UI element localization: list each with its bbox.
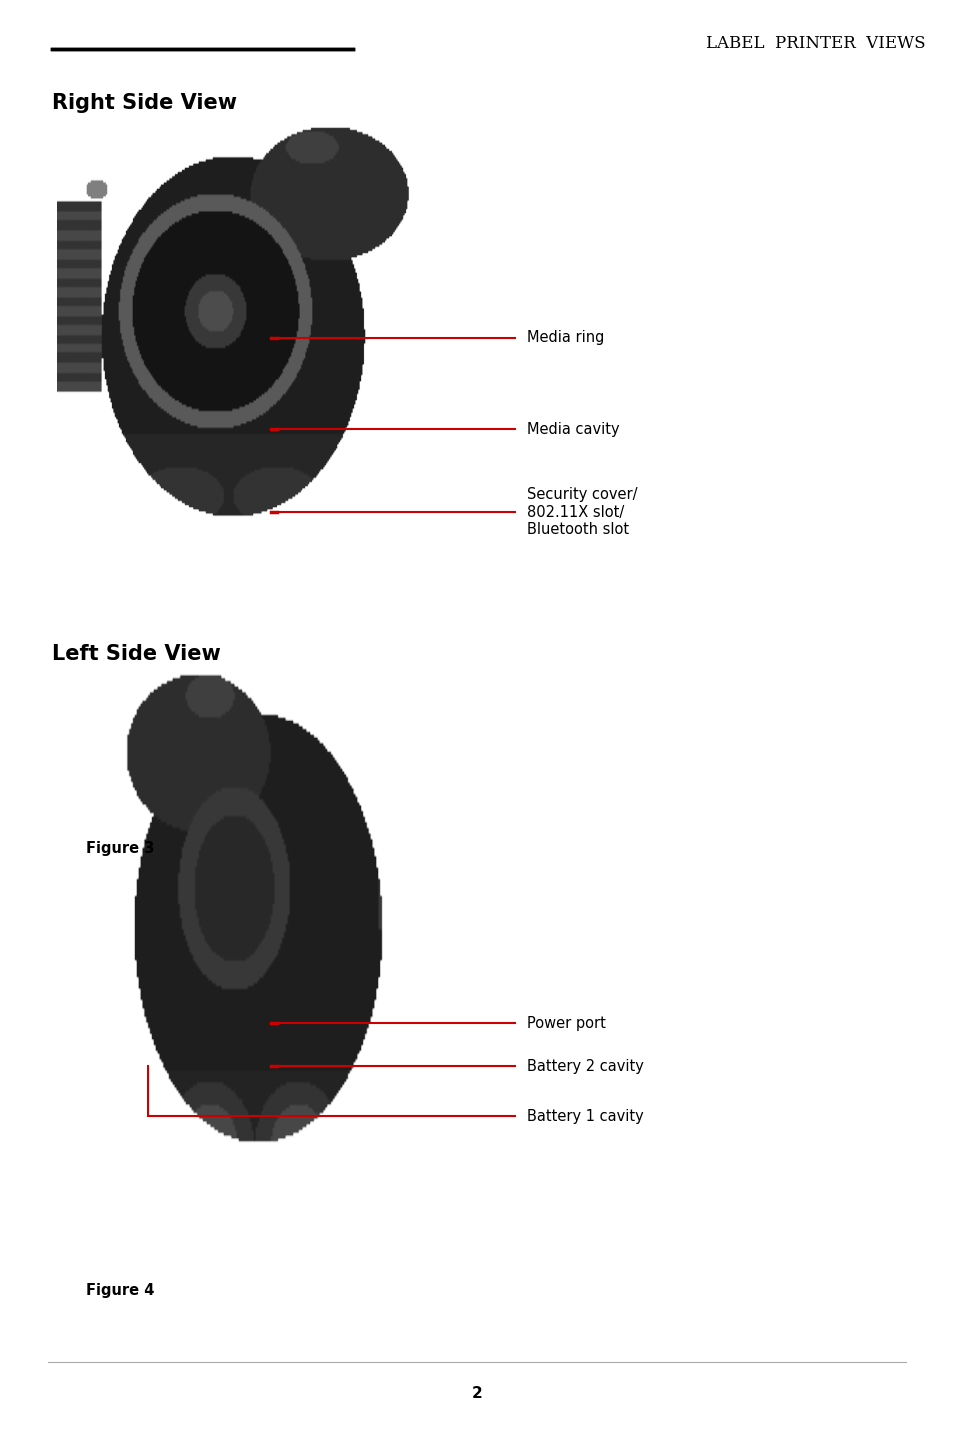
Text: 2: 2 <box>471 1387 482 1401</box>
Text: Media ring: Media ring <box>526 331 603 345</box>
Text: Battery 1 cavity: Battery 1 cavity <box>526 1109 642 1123</box>
Text: Power port: Power port <box>526 1016 605 1030</box>
Text: Figure 3: Figure 3 <box>86 841 154 856</box>
Text: Right Side View: Right Side View <box>52 93 237 113</box>
Text: Security cover/
802.11X slot/
Bluetooth slot: Security cover/ 802.11X slot/ Bluetooth … <box>526 488 637 537</box>
Text: Battery 2 cavity: Battery 2 cavity <box>526 1059 643 1073</box>
Text: LABEL  PRINTER  VIEWS: LABEL PRINTER VIEWS <box>705 36 924 52</box>
Text: Media cavity: Media cavity <box>526 422 618 436</box>
Text: Left Side View: Left Side View <box>52 644 221 664</box>
Text: Figure 4: Figure 4 <box>86 1284 154 1298</box>
